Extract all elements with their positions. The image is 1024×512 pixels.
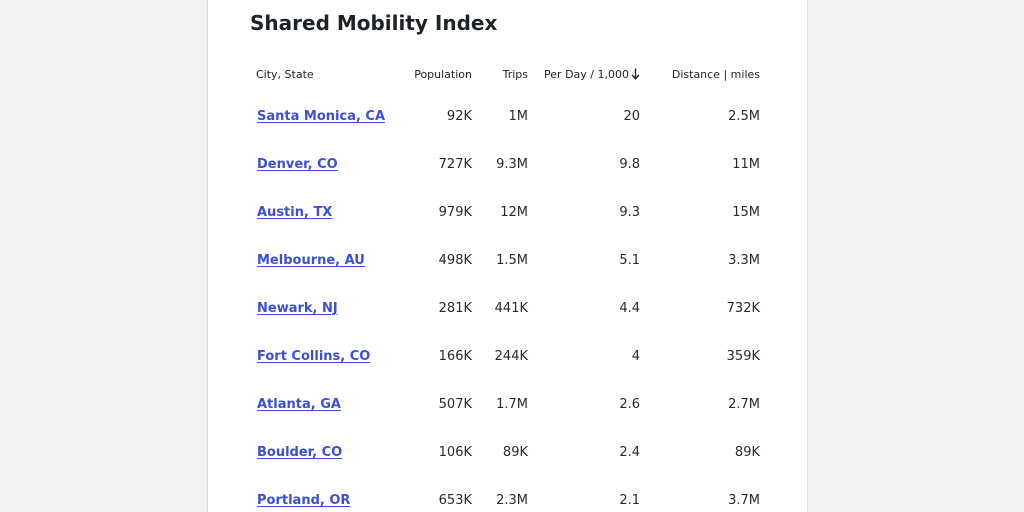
per-day-cell: 20 [623,108,640,124]
city-cell: Fort Collins, CO [250,332,400,380]
city-cell: Portland, OR [250,476,400,512]
table-row: Newark, NJ 281K 441K 4.4 732K [250,284,766,332]
table-row: Boulder, CO 106K 89K 2.4 89K [250,428,766,476]
table-row: Austin, TX 979K 12M 9.3 15M [250,188,766,236]
index-card: Shared Mobility Index City, State Popula… [207,0,808,512]
per-day-cell: 4 [631,348,640,364]
table-row: Melbourne, AU 498K 1.5M 5.1 3.3M [250,236,766,284]
trips-cell: 9.3M [496,156,528,172]
trips-cell: 89K [502,444,528,460]
city-link[interactable]: Melbourne, AU [257,252,365,268]
distance-cell: 732K [726,300,760,316]
table-header-row: City, State Population Trips Per Day / 1… [250,56,766,92]
city-cell: Austin, TX [250,188,400,236]
city-cell: Melbourne, AU [250,236,400,284]
trips-cell: 12M [500,204,528,220]
distance-cell: 89K [734,444,760,460]
table-row: Fort Collins, CO 166K 244K 4 359K [250,332,766,380]
city-link[interactable]: Fort Collins, CO [257,348,371,364]
per-day-cell: 9.3 [619,204,640,220]
per-day-cell: 2.6 [619,396,640,412]
population-cell: 106K [438,444,472,460]
table-row: Atlanta, GA 507K 1.7M 2.6 2.7M [250,380,766,428]
distance-cell: 15M [732,204,760,220]
column-header-per-day[interactable]: Per Day / 1,000 [534,56,646,92]
table-row: Denver, CO 727K 9.3M 9.8 11M [250,140,766,188]
population-cell: 281K [438,300,472,316]
trips-cell: 1M [508,108,529,124]
city-link[interactable]: Portland, OR [257,492,351,508]
city-link[interactable]: Denver, CO [257,156,338,172]
population-cell: 507K [438,396,472,412]
trips-cell: 1.7M [496,396,528,412]
city-link[interactable]: Austin, TX [257,204,333,220]
column-header-city[interactable]: City, State [256,67,314,81]
column-header-per-day-label: Per Day / 1,000 [544,67,629,81]
table-row: Santa Monica, CA 92K 1M 20 2.5M [250,92,766,140]
population-cell: 727K [438,156,472,172]
population-cell: 979K [438,204,472,220]
per-day-cell: 2.4 [619,444,640,460]
distance-cell: 359K [726,348,760,364]
city-cell: Boulder, CO [250,428,400,476]
distance-cell: 11M [732,156,760,172]
arrow-down-icon [631,68,640,80]
city-cell: Denver, CO [250,140,400,188]
trips-cell: 441K [494,300,528,316]
trips-cell: 244K [494,348,528,364]
per-day-cell: 9.8 [619,156,640,172]
per-day-cell: 5.1 [619,252,640,268]
page-title: Shared Mobility Index [250,11,498,35]
trips-cell: 1.5M [496,252,528,268]
city-link[interactable]: Atlanta, GA [257,396,341,412]
distance-cell: 3.3M [728,252,760,268]
column-header-population[interactable]: Population [414,67,472,81]
per-day-cell: 2.1 [619,492,640,508]
city-cell: Atlanta, GA [250,380,400,428]
population-cell: 166K [438,348,472,364]
population-cell: 92K [446,108,472,124]
city-link[interactable]: Boulder, CO [257,444,343,460]
city-link[interactable]: Newark, NJ [257,300,338,316]
column-header-distance[interactable]: Distance | miles [671,67,760,81]
population-cell: 498K [438,252,472,268]
distance-cell: 2.5M [728,108,760,124]
population-cell: 653K [438,492,472,508]
per-day-cell: 4.4 [619,300,640,316]
distance-cell: 3.7M [728,492,760,508]
city-link[interactable]: Santa Monica, CA [257,108,386,124]
table-row: Portland, OR 653K 2.3M 2.1 3.7M [250,476,766,512]
trips-cell: 2.3M [496,492,528,508]
column-header-trips[interactable]: Trips [502,67,528,81]
city-cell: Santa Monica, CA [250,92,400,140]
city-cell: Newark, NJ [250,284,400,332]
mobility-table: City, State Population Trips Per Day / 1… [250,56,766,512]
distance-cell: 2.7M [728,396,760,412]
